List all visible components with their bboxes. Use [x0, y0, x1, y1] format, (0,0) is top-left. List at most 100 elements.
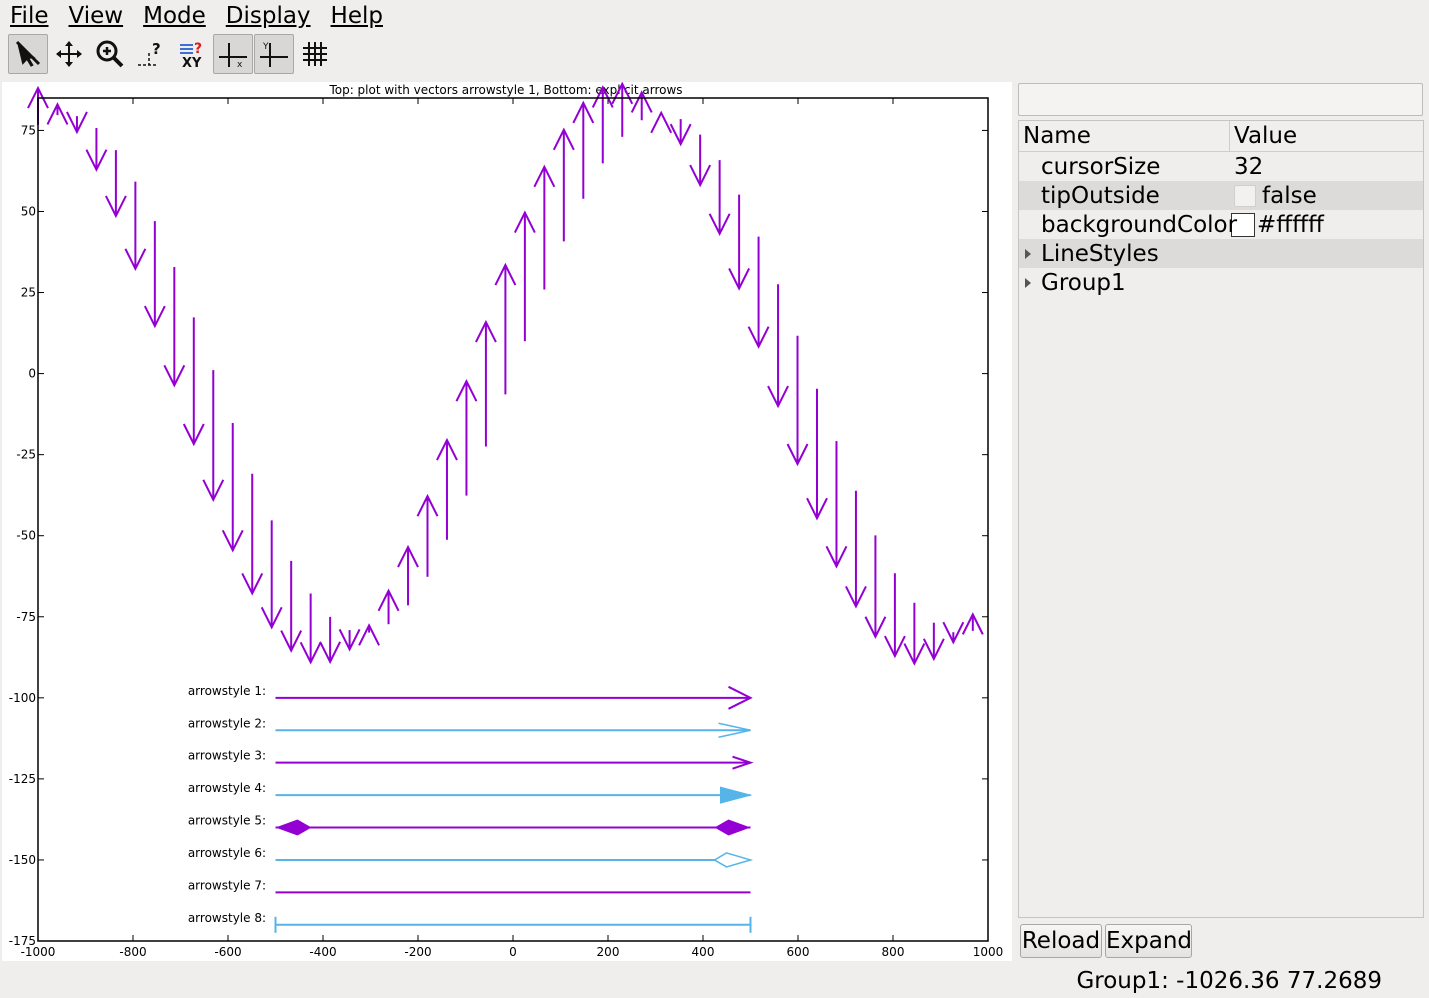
grid-toggle-button[interactable] — [295, 34, 335, 74]
vector-head — [552, 127, 575, 151]
vector-head — [221, 529, 244, 553]
arrowstyle-label: arrowstyle 8: — [188, 911, 266, 925]
column-header-name[interactable]: Name — [1019, 121, 1230, 151]
x-tick-label: 1000 — [973, 945, 1004, 959]
property-row-background-color[interactable]: backgroundColor #ffffff — [1019, 210, 1423, 239]
data-vector — [494, 262, 517, 395]
arrow-head — [732, 755, 754, 770]
y-tick-label: -175 — [9, 934, 36, 948]
menu-help[interactable]: Help — [321, 0, 393, 32]
vector-head — [786, 443, 809, 467]
property-tree[interactable]: Name Value cursorSize 32 tipOutside fals… — [1018, 120, 1424, 918]
select-tool-button[interactable] — [8, 34, 48, 74]
vector-head — [650, 110, 673, 134]
query-tool-button[interactable]: ? — [131, 34, 171, 74]
arrow-cursor-icon — [15, 40, 41, 67]
explicit-arrow-1: arrowstyle 1: — [188, 684, 753, 710]
expand-arrow-icon[interactable] — [1025, 248, 1031, 259]
data-vector — [669, 119, 692, 147]
vector-head — [513, 210, 536, 234]
property-row-tip-outside[interactable]: tipOutside false — [1019, 181, 1423, 210]
toolbar: ? ? XY x Y — [8, 34, 335, 76]
arrow-head — [713, 852, 754, 868]
tree-header: Name Value — [1019, 121, 1423, 152]
arrowstyle-label: arrowstyle 7: — [188, 878, 266, 892]
column-header-value[interactable]: Value — [1234, 123, 1298, 149]
data-vector — [221, 422, 244, 553]
y-tick-label: -25 — [16, 448, 36, 462]
tip-outside-checkbox[interactable] — [1234, 184, 1256, 207]
menu-file[interactable]: File — [0, 0, 59, 32]
data-vector — [630, 90, 653, 121]
property-value: false — [1262, 182, 1317, 209]
data-vector — [85, 127, 108, 172]
data-vector — [922, 622, 945, 662]
menu-bar: File View Mode Display Help — [0, 0, 1429, 32]
panel-splitter[interactable] — [1013, 82, 1017, 961]
data-vector — [241, 473, 264, 596]
vector-head — [105, 195, 127, 219]
data-vector — [650, 110, 673, 134]
svg-text:?: ? — [194, 41, 202, 57]
data-vector — [377, 588, 400, 625]
property-name: cursorSize — [1041, 153, 1161, 180]
zoom-tool-button[interactable] — [90, 34, 130, 74]
vector-head — [864, 616, 887, 639]
vector-head — [494, 262, 517, 286]
menu-mode-label: Mode — [143, 3, 206, 29]
vector-head — [942, 621, 965, 645]
menu-mode[interactable]: Mode — [133, 0, 216, 32]
x-tick-label: 600 — [787, 945, 810, 959]
tree-group-group1[interactable]: Group1 — [1019, 268, 1423, 297]
vector-head — [358, 623, 380, 646]
vector-head — [124, 248, 147, 272]
y-axis-icon: Y — [260, 42, 288, 67]
arrowstyle-label: arrowstyle 2: — [188, 716, 266, 730]
expand-arrow-icon[interactable] — [1025, 277, 1031, 288]
property-value[interactable]: 32 — [1234, 153, 1264, 180]
vector-head — [845, 585, 867, 609]
data-vector — [319, 616, 342, 665]
pan-tool-button[interactable] — [49, 34, 89, 74]
expand-button[interactable]: Expand — [1105, 924, 1192, 958]
vector-head — [46, 102, 69, 125]
property-filter-input[interactable] — [1018, 83, 1423, 116]
data-vector — [884, 573, 906, 659]
zoom-icon — [96, 40, 124, 68]
color-swatch[interactable] — [1231, 212, 1255, 237]
y-axis-toggle-button[interactable]: Y — [254, 34, 294, 74]
x-tick-label: 200 — [597, 945, 620, 959]
tree-group-linestyles[interactable]: LineStyles — [1019, 239, 1423, 268]
property-row-cursor-size[interactable]: cursorSize 32 — [1019, 152, 1423, 181]
grid-icon — [303, 42, 327, 66]
y-tick-label: 50 — [21, 204, 36, 218]
vector-head — [397, 544, 419, 568]
property-name: tipOutside — [1041, 182, 1160, 209]
vector-head — [669, 123, 692, 147]
vector-head — [377, 588, 400, 612]
vector-head — [143, 305, 166, 329]
y-tick-label: 25 — [21, 286, 36, 300]
vector-head — [260, 606, 283, 630]
vector-head — [825, 545, 848, 569]
xy-readout-tool-button[interactable]: ? XY — [172, 34, 212, 74]
vector-head — [455, 379, 478, 402]
vector-plot[interactable]: Top: plot with vectors arrowstyle 1, Bot… — [2, 82, 1012, 961]
vector-head — [66, 111, 88, 135]
y-tick-label: 0 — [28, 367, 36, 381]
data-vector — [66, 111, 88, 135]
data-vector — [163, 267, 186, 388]
explicit-arrow-8: arrowstyle 8: — [188, 911, 752, 933]
menu-view[interactable]: View — [59, 0, 134, 32]
data-vector — [455, 379, 478, 496]
data-vector — [845, 490, 867, 609]
plot-canvas[interactable]: Top: plot with vectors arrowstyle 1, Bot… — [2, 82, 1012, 961]
vector-head — [961, 612, 984, 635]
vector-head — [436, 437, 458, 461]
vector-head — [416, 493, 439, 517]
menu-display[interactable]: Display — [216, 0, 321, 32]
x-axis-toggle-button[interactable]: x — [213, 34, 253, 74]
svg-text:x: x — [237, 60, 243, 69]
data-vector — [591, 85, 614, 164]
reload-button[interactable]: Reload — [1020, 924, 1102, 958]
